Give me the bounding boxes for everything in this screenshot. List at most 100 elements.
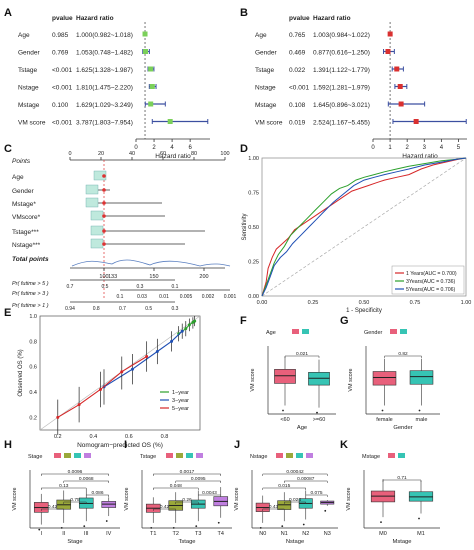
box-pvalue-bracket <box>63 501 87 504</box>
forest-point <box>394 66 400 72</box>
box-pvalue-label: 0.00087 <box>297 476 315 482</box>
box-body <box>409 370 434 385</box>
box-x-tick-label: M0 <box>379 531 387 537</box>
box-legend-swatch <box>302 329 309 334</box>
nomogram-prob-tick-label: 0.005 <box>180 294 193 300</box>
nomogram-category-box <box>93 170 107 181</box>
box-x-tick-label: <60 <box>280 417 289 423</box>
box-legend-title: Mstage <box>362 454 380 460</box>
box-legend-swatch <box>196 453 203 458</box>
forest-row-hr: 1.000(0.982~1.018) <box>76 32 133 39</box>
box-outlier <box>38 528 41 531</box>
forest-row-pvalue: <0.001 <box>52 67 72 74</box>
box-legend-swatch <box>390 329 397 334</box>
nomogram-prob-label: Pr( futime > 5 ) <box>12 281 49 287</box>
roc-legend-label: 5Years(AUC = 0.706) <box>406 287 456 293</box>
forest-row-hr: 1.629(1.029~3.249) <box>76 102 133 109</box>
roc-curve <box>261 157 467 297</box>
nomogram-total-tick-label: 200 <box>199 274 208 280</box>
box-x-axis-label: Gender <box>393 425 412 431</box>
calibration-point <box>77 403 81 407</box>
panel-label-j: J <box>234 439 240 451</box>
nomogram-points-tick-label: 20 <box>98 151 104 157</box>
boxplot-f: Age VM score Age <60 >=60 0.021 <box>250 329 336 431</box>
roc-y-tick-label: 1.00 <box>248 156 259 162</box>
nomogram-highlight-value: 133 <box>108 274 117 280</box>
box-x-tick-label: male <box>416 417 428 423</box>
box-pvalue-bracket <box>262 487 306 490</box>
forest-row-pvalue: <0.001 <box>289 85 309 92</box>
forest-row-hr: 1.592(1.281~1.979) <box>313 85 370 92</box>
box-legend-swatch <box>176 453 183 458</box>
nomogram-prob-tick-label: 0.1 <box>172 284 179 290</box>
box-pvalue-bracket <box>153 508 176 511</box>
box-x-tick-label: T3 <box>195 531 201 537</box>
box-y-axis-label: VM score <box>348 368 354 391</box>
calibration-y-tick-label: 0.6 <box>29 365 37 371</box>
box-legend-swatch <box>64 453 71 458</box>
forest-point <box>167 119 173 124</box>
box-outlier <box>418 517 420 520</box>
box-outlier <box>302 523 305 526</box>
nomogram-selected-point <box>102 188 106 192</box>
box-outlier <box>195 525 198 528</box>
forest-x-tick-label: 1 <box>388 145 392 151</box>
box-body <box>372 371 397 386</box>
box-x-tick-label: N1 <box>281 531 288 537</box>
forest-row-label: Gender <box>255 50 278 57</box>
boxplot-i: Tstage VM score Tstage T1 T2 T3 T4 0.42 0.26 0.00… <box>124 453 232 545</box>
forest-row-label: VM score <box>18 120 46 127</box>
nomogram-total-tick-label: 150 <box>149 274 158 280</box>
forest-row-label: Mstage <box>255 102 277 109</box>
box-pvalue-bracket <box>41 473 109 476</box>
boxplot-j: Nstage VM score Nstage N0 N1 N2 N3 0.43 0.024 0.0… <box>234 453 338 545</box>
box-legend-swatch <box>286 453 293 458</box>
nomogram-prob-tick-label: 0.001 <box>224 294 237 300</box>
box-pvalue-label: 0.43 <box>269 504 279 510</box>
box-legend-swatch <box>388 453 395 458</box>
box-legend-swatch <box>54 453 61 458</box>
forest-row-pvalue: 0.985 <box>52 32 69 39</box>
calibration-y-tick-label: 0.8 <box>29 339 37 345</box>
nomogram-category-box <box>90 238 104 249</box>
box-x-tick-label: III <box>84 531 89 537</box>
box-y-axis-label: VM score <box>124 487 130 510</box>
forest-row-pvalue: <0.001 <box>52 120 72 127</box>
box-x-axis-label: Mstage <box>392 539 411 545</box>
roc-legend-label: 1 Years(AUC = 0.700) <box>406 271 457 277</box>
roc-x-tick-label: 0.50 <box>359 300 370 306</box>
box-legend-swatch <box>74 453 81 458</box>
nomogram-row-label: VMscore* <box>12 214 41 221</box>
nomogram-row-label: Mstage* <box>12 201 36 208</box>
forest-header-hr: Hazard ratio <box>313 15 351 22</box>
calibration-x-tick-label: 0.6 <box>125 434 133 440</box>
box-pvalue-bracket <box>175 501 199 504</box>
nomogram-selected-point <box>102 201 106 205</box>
box-pvalue-bracket <box>41 508 64 511</box>
box-x-tick-label: IV <box>106 531 112 537</box>
box-pvalue-label: 0.0068 <box>79 476 94 482</box>
box-legend-title: Tstage <box>140 454 156 460</box>
box-pvalue-label: 0.75 <box>70 497 80 503</box>
roc-legend-label: 3Years(AUC = 0.736) <box>406 279 456 285</box>
forest-header-hr: Hazard ratio <box>76 15 114 22</box>
nomogram-selected-point <box>102 214 106 218</box>
forest-x-tick-label: 3 <box>423 145 427 151</box>
forest-row-label: Nstage <box>18 85 39 92</box>
forest-row-hr: 1.391(1.122~1.779) <box>313 67 370 74</box>
forest-point <box>398 101 404 107</box>
box-pvalue-label: 0.075 <box>310 490 322 496</box>
box-x-tick-label: N0 <box>259 531 266 537</box>
box-outlier <box>418 409 421 412</box>
box-pvalue-bracket <box>284 480 328 483</box>
box-x-tick-label: T1 <box>150 531 156 537</box>
forest-row-pvalue: 0.769 <box>52 50 69 57</box>
box-outlier <box>282 409 284 412</box>
box-legend-swatch <box>400 329 407 334</box>
roc-y-tick-label: 0.75 <box>248 191 259 197</box>
box-x-tick-label: M1 <box>417 531 425 537</box>
box-pvalue-bracket <box>262 473 328 476</box>
roc-x-tick-label: 0.00 <box>257 300 268 306</box>
box-y-axis-label: VM score <box>12 487 18 510</box>
